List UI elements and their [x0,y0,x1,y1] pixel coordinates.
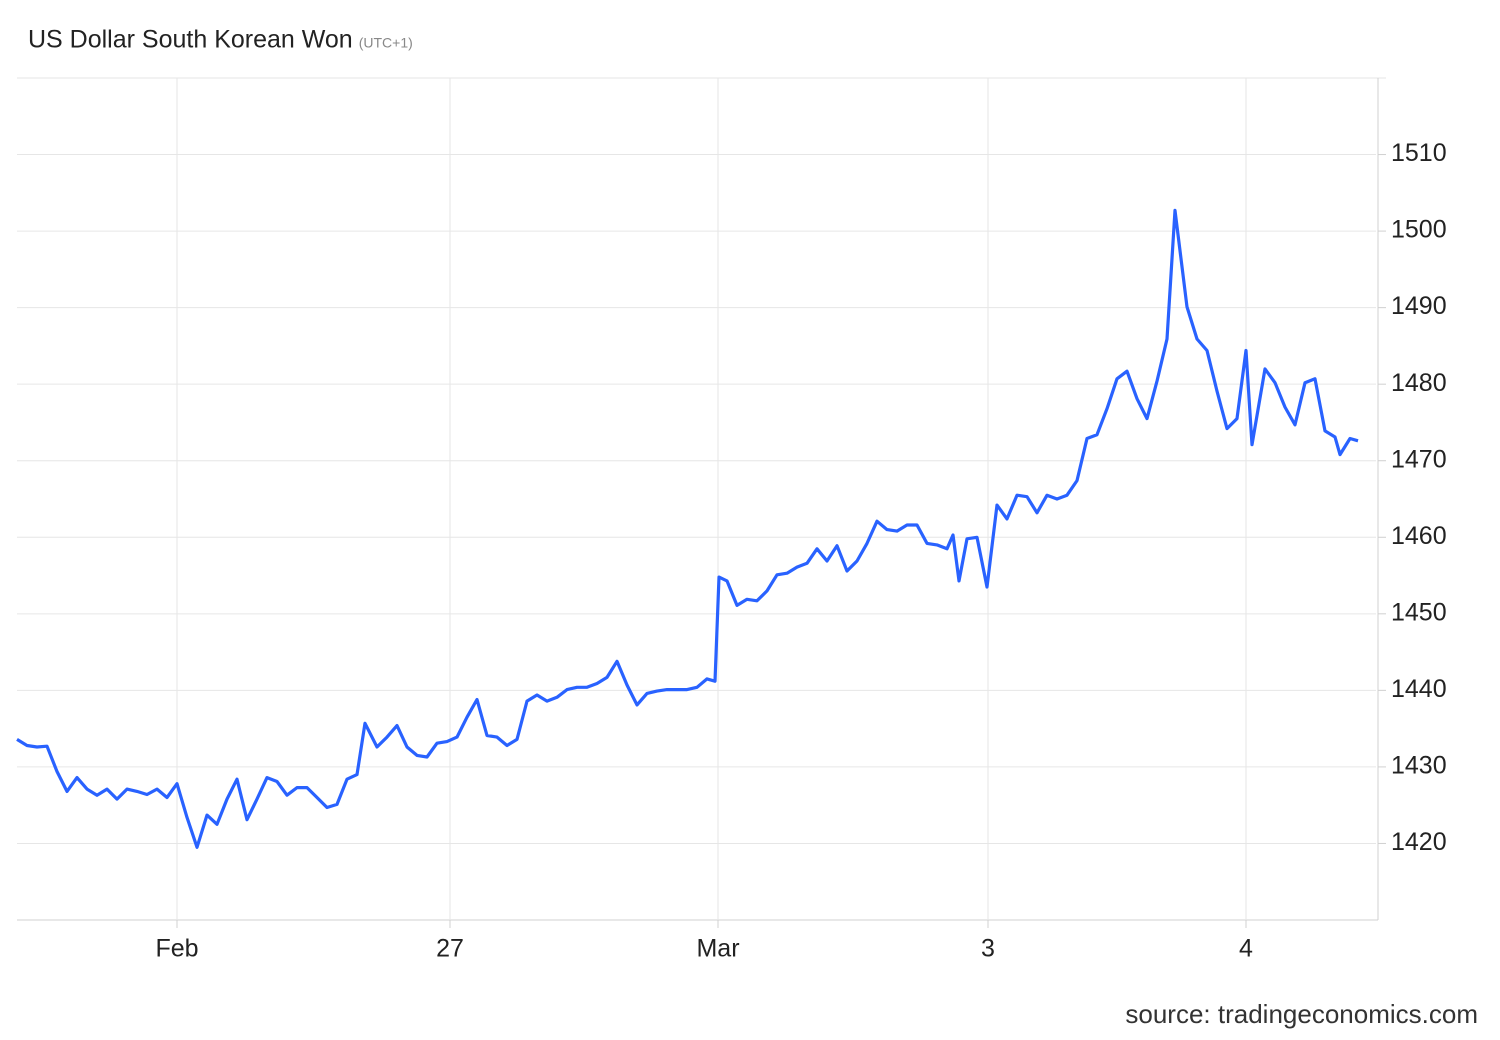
y-tick-label: 1430 [1391,752,1447,780]
y-tick-label: 1440 [1391,675,1447,703]
x-tick-label: 4 [1239,935,1253,963]
y-tick-label: 1480 [1391,369,1447,397]
chart-subtitle: (UTC+1) [359,35,413,51]
y-tick-label: 1470 [1391,445,1447,473]
chart-title: US Dollar South Korean Won [28,26,353,54]
source: source: tradingeconomics.com [1125,999,1478,1029]
y-tick-label: 1450 [1391,598,1447,626]
x-tick-label: Feb [155,935,198,963]
x-tick-label: 27 [436,935,464,963]
line-series [16,208,1359,849]
x-tick-label: Mar [696,935,739,963]
y-tick-label: 1420 [1391,828,1447,856]
x-tick-label: 3 [981,935,995,963]
y-tick-label: 1490 [1391,292,1447,320]
y-tick-label: 1510 [1391,139,1447,167]
y-tick-label: 1460 [1391,522,1447,550]
y-tick-label: 1500 [1391,216,1447,244]
